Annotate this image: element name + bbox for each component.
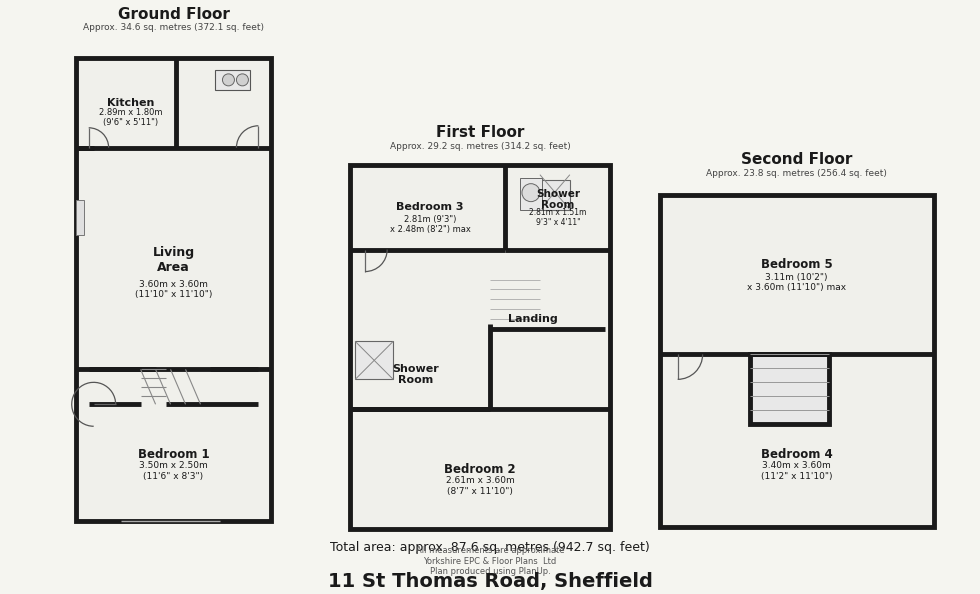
Text: First Floor: First Floor [436, 125, 524, 140]
Bar [75, 58, 271, 521]
Text: Approx. 29.2 sq. metres (314.2 sq. feet): Approx. 29.2 sq. metres (314.2 sq. feet) [390, 142, 570, 151]
Text: Living
Area: Living Area [153, 245, 195, 274]
Text: Approx. 34.6 sq. metres (372.1 sq. feet): Approx. 34.6 sq. metres (372.1 sq. feet) [83, 23, 264, 33]
Bar [216, 70, 251, 90]
Text: Total area: approx. 87.6 sq. metres (942.7 sq. feet): Total area: approx. 87.6 sq. metres (942… [330, 541, 650, 554]
Circle shape [222, 74, 234, 86]
Text: Shower
Room: Shower Room [536, 189, 580, 210]
Bar [520, 178, 542, 210]
Text: 2.89m x 1.80m
(9'6" x 5'11"): 2.89m x 1.80m (9'6" x 5'11") [99, 108, 163, 128]
Text: 3.50m x 2.50m
(11'6" x 8'3"): 3.50m x 2.50m (11'6" x 8'3") [139, 462, 208, 481]
Circle shape [236, 74, 248, 86]
Text: Approx. 23.8 sq. metres (256.4 sq. feet): Approx. 23.8 sq. metres (256.4 sq. feet) [706, 169, 887, 178]
Bar [540, 180, 569, 210]
Bar [750, 355, 829, 424]
Text: Landing: Landing [508, 314, 558, 324]
Text: All measurements are approximate
Yorkshire EPC & Floor Plans  Ltd
Plan produced : All measurements are approximate Yorkshi… [416, 546, 564, 576]
Text: Bedroom 3: Bedroom 3 [396, 201, 464, 211]
Text: 3.11m (10'2")
x 3.60m (11'10") max: 3.11m (10'2") x 3.60m (11'10") max [747, 273, 846, 292]
Text: Bedroom 4: Bedroom 4 [760, 448, 832, 461]
Text: Bedroom 1: Bedroom 1 [138, 448, 210, 461]
Bar [350, 165, 610, 529]
Text: 3.60m x 3.60m
(11'10" x 11'10"): 3.60m x 3.60m (11'10" x 11'10") [135, 280, 213, 299]
Text: 2.81m x 1.51m
9'3" x 4'11": 2.81m x 1.51m 9'3" x 4'11" [529, 208, 587, 228]
Text: 11 St Thomas Road, Sheffield: 11 St Thomas Road, Sheffield [327, 573, 653, 592]
Text: Shower
Room: Shower Room [392, 364, 438, 385]
Text: Kitchen: Kitchen [107, 98, 154, 108]
Bar [355, 342, 393, 380]
Bar [660, 195, 934, 527]
Text: Second Floor: Second Floor [741, 152, 853, 168]
Circle shape [522, 184, 540, 201]
Text: 2.61m x 3.60m
(8'7" x 11'10"): 2.61m x 3.60m (8'7" x 11'10") [446, 476, 514, 496]
Bar [75, 200, 83, 235]
Text: Ground Floor: Ground Floor [118, 8, 229, 23]
Text: Bedroom 2: Bedroom 2 [444, 463, 515, 476]
Text: Bedroom 5: Bedroom 5 [760, 258, 832, 271]
Text: 3.40m x 3.60m
(11'2" x 11'10"): 3.40m x 3.60m (11'2" x 11'10") [760, 462, 832, 481]
Text: 2.81m (9'3")
x 2.48m (8'2") max: 2.81m (9'3") x 2.48m (8'2") max [390, 215, 470, 234]
